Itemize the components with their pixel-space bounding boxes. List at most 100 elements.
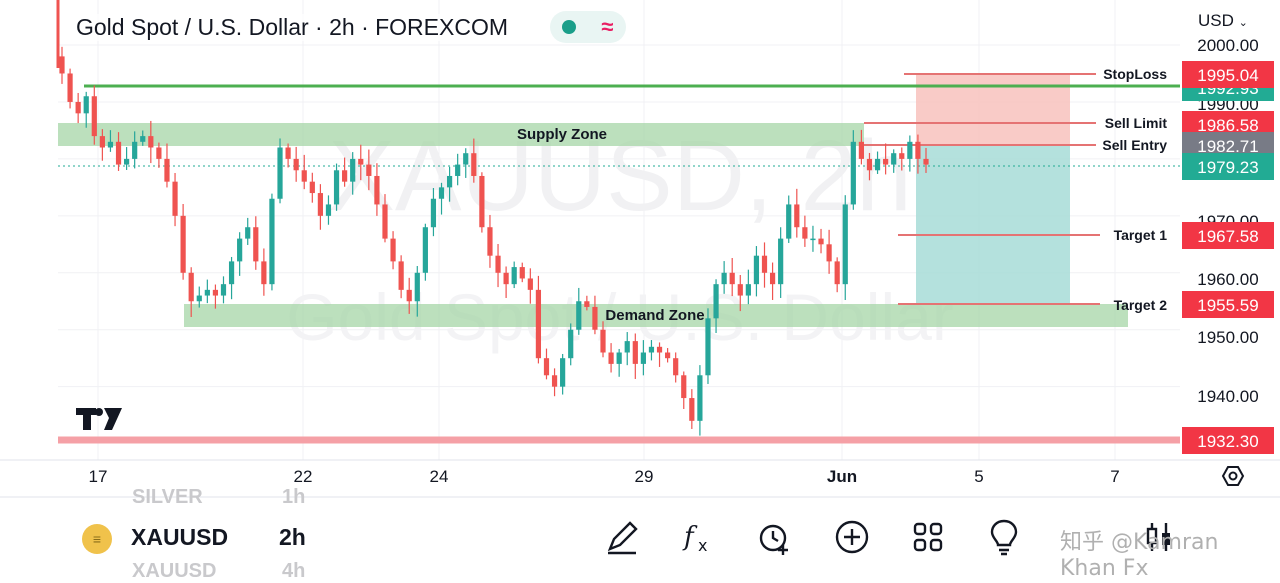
- candle-body: [551, 375, 558, 387]
- candle-body: [196, 295, 202, 302]
- candle-body: [495, 255, 501, 273]
- symbol-label[interactable]: XAUUSD: [131, 524, 229, 550]
- candle-body: [67, 73, 73, 102]
- candle-body: [301, 170, 307, 182]
- y-tick: 1960.00: [1197, 270, 1258, 289]
- candle-body: [568, 329, 574, 359]
- candle-body: [455, 164, 461, 176]
- candle-body: [818, 238, 824, 245]
- svg-text:f: f: [682, 522, 698, 552]
- candle-body: [665, 352, 671, 359]
- candle-body: [366, 164, 372, 176]
- candle-body: [761, 255, 768, 273]
- candle-body: [228, 261, 235, 285]
- candle-body: [479, 175, 485, 228]
- time-axis: 17 22 24 29 Jun 5 7: [89, 467, 1120, 486]
- candle-body: [907, 141, 913, 159]
- candle-body: [333, 170, 340, 205]
- candle-body: [309, 181, 315, 194]
- candle-body: [834, 261, 840, 285]
- candle-body: [261, 261, 267, 285]
- interval-label[interactable]: 2h: [279, 524, 306, 550]
- candle-body: [842, 204, 848, 285]
- stoploss-label: StopLoss: [1103, 66, 1167, 82]
- candle-body: [697, 375, 703, 421]
- candle-body: [519, 267, 525, 279]
- candle-body: [915, 141, 921, 159]
- draw-pen-icon[interactable]: [602, 517, 642, 557]
- target1-label: Target 1: [1114, 227, 1168, 243]
- candle-body: [317, 193, 323, 216]
- ideas-lightbulb-icon[interactable]: [984, 517, 1024, 557]
- add-circle-icon[interactable]: [832, 517, 872, 557]
- bottom-level-tag: [1182, 427, 1274, 454]
- svg-text:x: x: [698, 536, 707, 555]
- add-alert-icon[interactable]: [755, 517, 795, 557]
- reward-box: [916, 145, 1070, 304]
- gold-coin-icon: ≡: [82, 524, 112, 554]
- candle-body: [172, 181, 178, 216]
- layouts-grid-icon[interactable]: [908, 517, 948, 557]
- candle-body: [632, 341, 638, 364]
- candle-body: [430, 198, 437, 228]
- candlestick-series: [59, 46, 929, 436]
- ghost-symbol-top: SILVER: [132, 486, 203, 508]
- candle-body: [656, 346, 663, 353]
- candle-body: [689, 398, 695, 421]
- candle-body: [350, 158, 356, 182]
- candle-body: [592, 306, 598, 330]
- demand-zone-label: Demand Zone: [605, 307, 704, 324]
- chart-settings-icon[interactable]: [1221, 466, 1245, 486]
- sell-entry-tag-text: 1982.71: [1197, 137, 1258, 156]
- candle-body: [422, 227, 428, 273]
- candle-body: [83, 96, 89, 114]
- indicators-fx-icon[interactable]: f x: [678, 517, 718, 557]
- candle-body: [753, 255, 760, 285]
- candle-body: [188, 272, 194, 302]
- candle-body: [398, 261, 404, 290]
- candle-body: [156, 147, 162, 159]
- market-open-icon: [562, 20, 577, 34]
- candle-body: [212, 289, 219, 296]
- candle-body: [91, 96, 97, 137]
- candle-body: [342, 170, 348, 182]
- candle-body: [487, 227, 493, 256]
- candle-body: [75, 101, 81, 114]
- candle-body: [180, 215, 186, 273]
- bottom-level-tag-text: 1932.30: [1197, 432, 1258, 451]
- candle-body: [220, 284, 227, 296]
- chevron-down-icon: ⌄: [1238, 17, 1248, 29]
- candle-body: [826, 244, 832, 262]
- candle-body: [600, 329, 606, 353]
- currency-selector[interactable]: USD ⌄: [1198, 11, 1248, 31]
- candle-body: [866, 158, 873, 171]
- candle-body: [277, 147, 283, 199]
- candle-body: [810, 238, 816, 241]
- candle-body: [721, 272, 727, 285]
- candle-body: [164, 158, 170, 182]
- last-price-tag: [1182, 153, 1274, 180]
- candle-body: [616, 352, 622, 364]
- candles-chart-type-icon[interactable]: [1140, 517, 1180, 557]
- candle-body: [874, 158, 881, 171]
- candle-body: [325, 204, 332, 216]
- candle-body: [107, 141, 114, 148]
- price-chart[interactable]: XAUUSD, 2h Gold Spot / U.S. Dollar Suppl…: [0, 0, 1280, 498]
- status-pill[interactable]: ≈: [550, 11, 626, 43]
- supply-zone-label: Supply Zone: [517, 126, 607, 143]
- candle-body: [673, 358, 679, 376]
- candle-body: [285, 147, 291, 159]
- candle-body: [560, 358, 566, 387]
- candle-body: [511, 267, 517, 285]
- candle-body: [745, 284, 751, 296]
- last-price-tag-text: 1979.23: [1197, 158, 1258, 177]
- chart-grid: [58, 0, 1180, 460]
- candle-body: [414, 272, 420, 302]
- target2-label: Target 2: [1114, 297, 1168, 313]
- candle-body: [794, 204, 800, 228]
- candle-body: [253, 227, 259, 262]
- x-tick: Jun: [827, 467, 857, 486]
- sell-entry-label: Sell Entry: [1102, 137, 1167, 153]
- candle-body: [140, 136, 146, 142]
- bottom-toolbar: [0, 498, 1280, 576]
